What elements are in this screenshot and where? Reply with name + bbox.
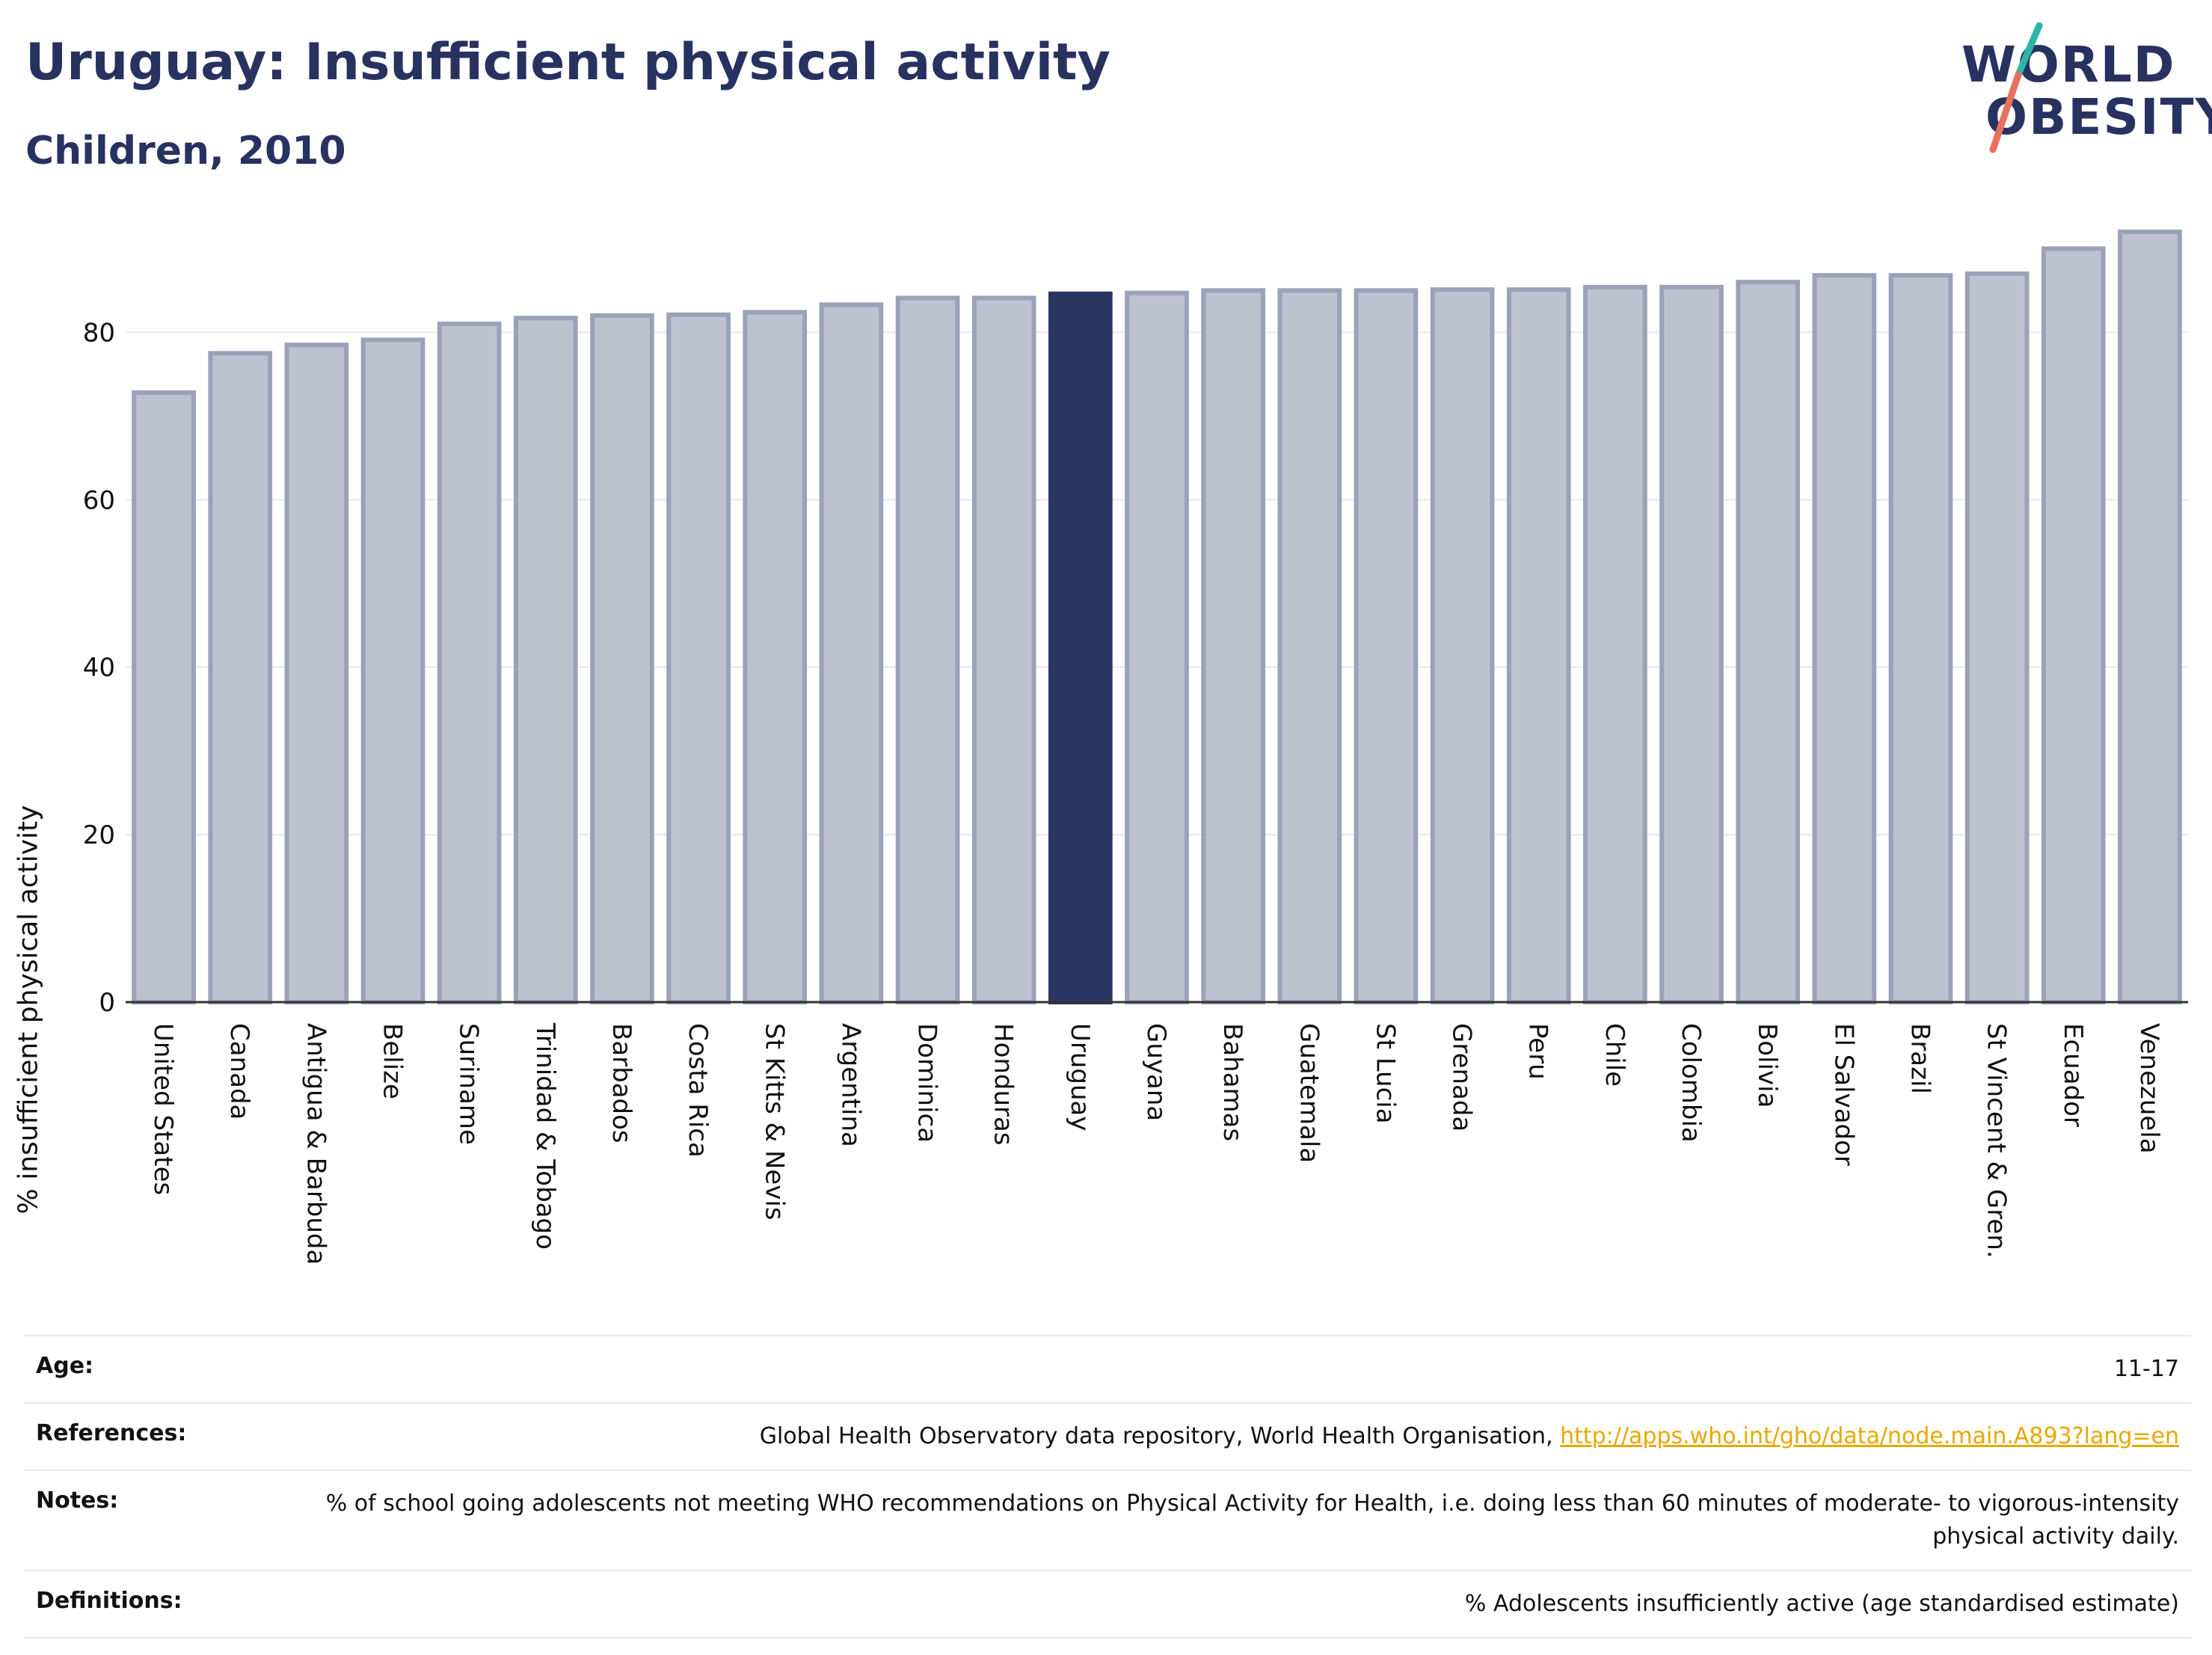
x-tick-label: Bolivia	[1752, 1023, 1782, 1108]
meta-key: References:	[24, 1403, 272, 1471]
bar-st-vincent-gren-	[1964, 271, 2030, 1004]
x-tick-label: Guyana	[1141, 1023, 1171, 1121]
bar-guyana	[1125, 290, 1189, 1004]
x-tick-label: Chile	[1600, 1023, 1629, 1087]
x-tick-label: Peru	[1523, 1023, 1553, 1080]
y-tick-label: 60	[83, 485, 115, 515]
chart-subtitle: Children, 2010	[25, 129, 346, 174]
bar-antigua-barbuda	[284, 343, 349, 1004]
x-tick-label: Honduras	[989, 1023, 1019, 1146]
x-tick-label: Dominica	[912, 1023, 942, 1143]
x-tick-label: Venezuela	[2134, 1023, 2164, 1154]
bar-colombia	[1659, 284, 1724, 1004]
meta-key: Notes:	[24, 1470, 272, 1571]
reference-link[interactable]: http://apps.who.int/gho/data/node.main.A…	[1560, 1423, 2179, 1449]
x-tick-label: Grenada	[1447, 1023, 1477, 1132]
bar-brazil	[1888, 273, 1953, 1004]
reference-text: Global Health Observatory data repositor…	[759, 1423, 1561, 1449]
x-tick-label: Brazil	[1905, 1023, 1935, 1094]
x-tick-label: Barbados	[606, 1023, 636, 1143]
bar-venezuela	[2118, 230, 2182, 1004]
y-tick-label: 0	[99, 988, 115, 1018]
bar-bahamas	[1201, 288, 1265, 1004]
bar-suriname	[437, 322, 502, 1004]
x-tick-label: St Kitts & Nevis	[759, 1023, 789, 1220]
x-tick-label: Belize	[378, 1023, 408, 1099]
bar-st-kitts-nevis	[743, 310, 808, 1004]
bar-trinidad-tobago	[513, 316, 578, 1004]
meta-value: % Adolescents insufficiently active (age…	[272, 1570, 2191, 1639]
x-tick-label: Costa Rica	[683, 1023, 713, 1158]
meta-row-notes: Notes: % of school going adolescents not…	[24, 1470, 2191, 1571]
y-tick-label: 80	[83, 318, 115, 348]
metadata-table: Age: 11-17 References: Global Health Obs…	[24, 1335, 2191, 1639]
x-tick-label: Trinidad & Tobago	[530, 1022, 560, 1250]
x-tick-label: Colombia	[1676, 1023, 1706, 1143]
y-tick-label: 20	[83, 820, 115, 850]
y-tick-labels: 0 20 40 60 80	[83, 318, 115, 1018]
meta-value: % of school going adolescents not meetin…	[272, 1470, 2191, 1571]
bar-belize	[360, 337, 425, 1005]
x-tick-label: Antigua & Barbuda	[301, 1023, 331, 1265]
world-obesity-logo: WORLD OBESITY	[1956, 22, 2212, 157]
y-axis-label: % insufficient physical activity	[13, 805, 44, 1215]
meta-row-age: Age: 11-17	[24, 1335, 2191, 1404]
x-tick-label: Argentina	[835, 1023, 865, 1147]
bar-chile	[1583, 284, 1647, 1004]
meta-value: 11-17	[272, 1335, 2191, 1404]
bar-argentina	[819, 302, 884, 1004]
bars	[132, 230, 2182, 1005]
x-tick-label: Guatemala	[1294, 1023, 1324, 1163]
bar-chart: 0 20 40 60 80 United States Canada Antigua & B…	[83, 230, 2188, 1265]
meta-key: Age:	[24, 1335, 272, 1404]
bar-honduras	[971, 295, 1036, 1004]
meta-value: Global Health Observatory data repositor…	[272, 1403, 2191, 1471]
bar-grenada	[1430, 287, 1495, 1004]
bar-barbados	[590, 313, 654, 1004]
x-tick-label: St Vincent & Gren.	[1982, 1023, 2012, 1259]
meta-row-references: References: Global Health Observatory da…	[24, 1403, 2191, 1471]
x-tick-label: Bahamas	[1217, 1023, 1247, 1141]
logo-line-1: WORLD	[1961, 36, 2176, 93]
meta-row-definitions: Definitions: % Adolescents insufficientl…	[24, 1570, 2191, 1639]
bar-ecuador	[2041, 246, 2106, 1004]
bar-bolivia	[1736, 280, 1801, 1005]
x-tick-label: St Lucia	[1370, 1023, 1400, 1124]
meta-key: Definitions:	[24, 1570, 272, 1639]
x-tick-label: Suriname	[454, 1023, 484, 1145]
x-tick-label: Canada	[224, 1023, 254, 1120]
logo-slash-icon	[1989, 22, 2043, 153]
logo-line-2: OBESITY	[1985, 88, 2212, 146]
bar-canada	[208, 351, 273, 1004]
bar-guatemala	[1277, 288, 1342, 1004]
bar-peru	[1506, 287, 1571, 1004]
x-tick-label: Uruguay	[1065, 1023, 1095, 1132]
bar-costa-rica	[666, 312, 731, 1004]
chart-title: Uruguay: Insufficient physical activity	[25, 33, 1110, 92]
x-tick-labels: United States Canada Antigua & Barbuda Beli…	[148, 1022, 2164, 1265]
bar-el-salvador	[1812, 273, 1877, 1004]
x-tick-label: El Salvador	[1828, 1023, 1858, 1166]
y-tick-label: 40	[83, 653, 115, 683]
bar-dominica	[895, 295, 960, 1004]
bar-uruguay	[1048, 291, 1113, 1004]
bar-united-states	[132, 390, 196, 1004]
x-tick-label: Ecuador	[2058, 1023, 2088, 1127]
bar-st-lucia	[1354, 288, 1419, 1004]
x-tick-label: United States	[148, 1023, 178, 1195]
